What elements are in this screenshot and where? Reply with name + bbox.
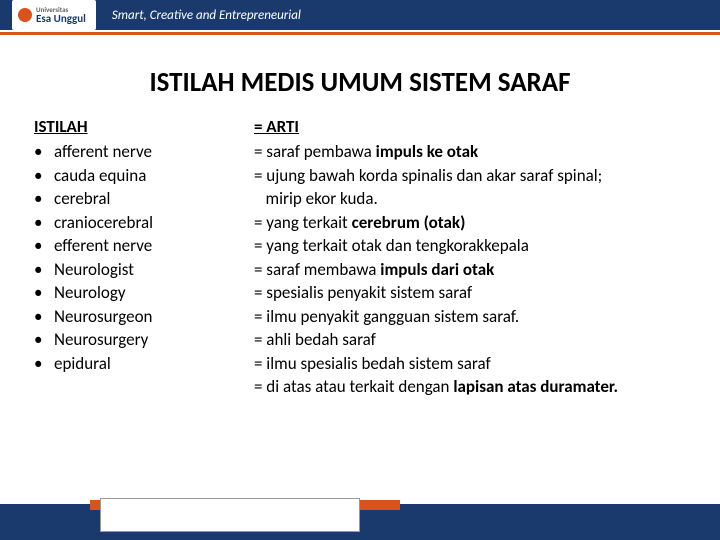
slide-content: ISTILAH MEDIS UMUM SISTEM SARAF ISTILAH …	[0, 48, 720, 398]
university-logo: Universitas Esa Unggul	[12, 0, 96, 30]
definition-text: = saraf pembawa impuls ke otak	[254, 140, 686, 163]
bullet-icon: •	[34, 211, 54, 234]
bullet-icon: •	[34, 328, 54, 351]
bullet-icon: •	[34, 352, 54, 375]
slide-title: ISTILAH MEDIS UMUM SISTEM SARAF	[34, 66, 686, 99]
definition-text: = spesialis penyakit sistem saraf	[254, 281, 686, 304]
bullet-icon: •	[34, 305, 54, 328]
definition-text: = di atas atau terkait dengan lapisan at…	[254, 375, 686, 398]
bullet-icon: •	[34, 164, 54, 187]
definition-text: = ahli bedah saraf	[254, 328, 686, 351]
orange-divider	[0, 32, 720, 35]
bullet-icon: •	[34, 234, 54, 257]
header-blue-strip: Universitas Esa Unggul Smart, Creative a…	[0, 0, 720, 30]
footer-bar	[0, 486, 720, 540]
term-row: •cerebral	[34, 187, 254, 210]
term-row: •Neurology	[34, 281, 254, 304]
term-text: Neurology	[54, 281, 126, 304]
term-row: •afferent nerve	[34, 140, 254, 163]
definition-text: = saraf membawa impuls dari otak	[254, 258, 686, 281]
definition-text: = ilmu penyakit gangguan sistem saraf.	[254, 305, 686, 328]
definition-text: = ujung bawah korda spinalis dan akar sa…	[254, 164, 686, 211]
term-row: •efferent nerve	[34, 234, 254, 257]
definition-text: = ilmu spesialis bedah sistem saraf	[254, 352, 686, 375]
terms-column: ISTILAH •afferent nerve•cauda equina•cer…	[34, 115, 254, 398]
term-text: Neurosurgeon	[54, 305, 152, 328]
footer-white-box	[100, 498, 360, 532]
header-bar: Universitas Esa Unggul Smart, Creative a…	[0, 0, 720, 48]
bullet-icon: •	[34, 140, 54, 163]
term-row: •cauda equina	[34, 164, 254, 187]
bullet-icon: •	[34, 187, 54, 210]
terms-header: ISTILAH	[34, 115, 254, 138]
definitions-header: = ARTI	[254, 115, 686, 138]
term-text: cauda equina	[54, 164, 146, 187]
term-text: Neurosurgery	[54, 328, 148, 351]
definition-text: = yang terkait otak dan tengkorakkepala	[254, 234, 686, 257]
term-row: •Neurosurgeon	[34, 305, 254, 328]
term-text: craniocerebral	[54, 211, 153, 234]
bullet-icon: •	[34, 281, 54, 304]
definitions-column: = ARTI = saraf pembawa impuls ke otak= u…	[254, 115, 686, 398]
tagline-text: Smart, Creative and Entrepreneurial	[112, 8, 301, 23]
term-text: epidural	[54, 352, 111, 375]
term-row: •craniocerebral	[34, 211, 254, 234]
term-text: afferent nerve	[54, 140, 152, 163]
term-text: Neurologist	[54, 258, 134, 281]
logo-text: Universitas Esa Unggul	[36, 6, 86, 24]
term-text: efferent nerve	[54, 234, 152, 257]
term-row: •Neurologist	[34, 258, 254, 281]
bullet-icon: •	[34, 258, 54, 281]
term-text: cerebral	[54, 187, 110, 210]
term-row: •epidural	[34, 352, 254, 375]
terms-table: ISTILAH •afferent nerve•cauda equina•cer…	[34, 115, 686, 398]
logo-bullet-icon	[18, 8, 32, 22]
definition-text: = yang terkait cerebrum (otak)	[254, 211, 686, 234]
logo-name: Esa Unggul	[36, 12, 86, 25]
term-row: •Neurosurgery	[34, 328, 254, 351]
